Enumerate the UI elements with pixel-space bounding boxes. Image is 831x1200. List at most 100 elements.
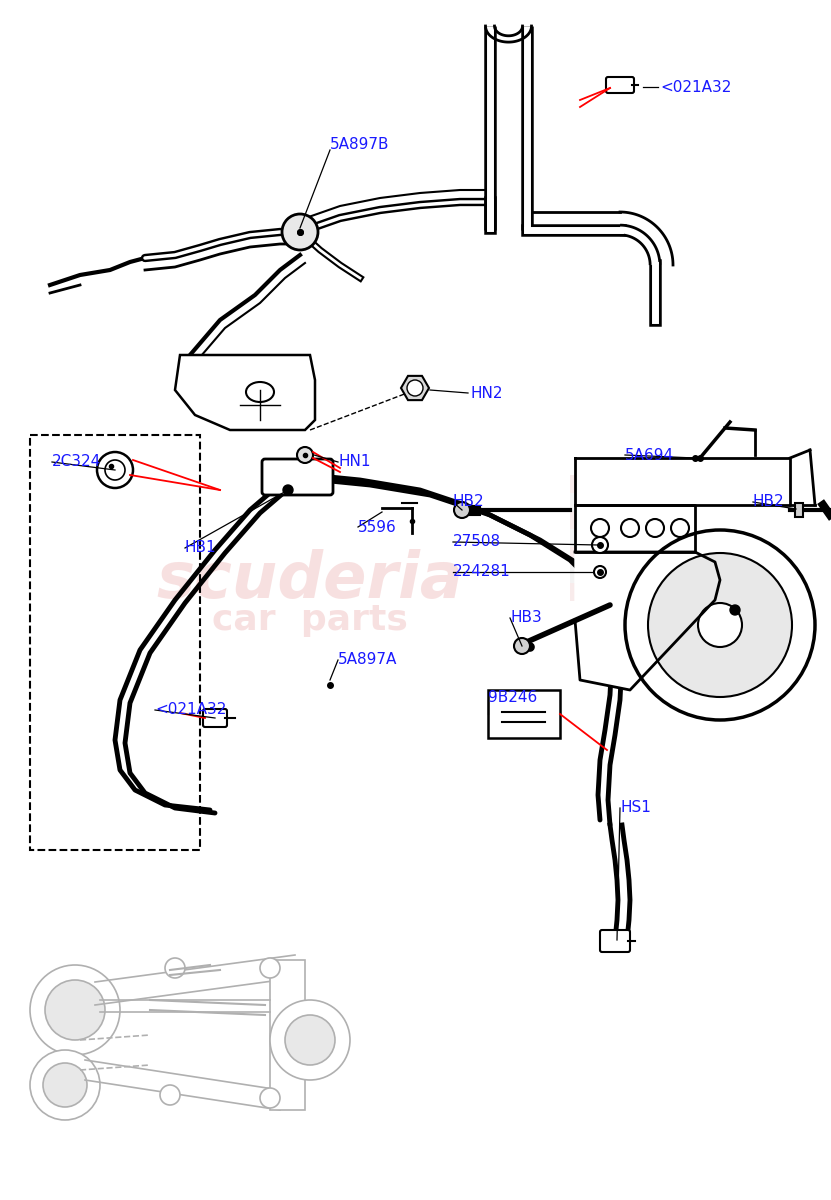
Bar	[678, 583, 696, 601]
Bar	[606, 511, 624, 529]
FancyBboxPatch shape	[600, 930, 630, 952]
Bar	[570, 529, 588, 547]
Bar	[660, 547, 678, 565]
FancyBboxPatch shape	[262, 458, 333, 494]
Circle shape	[625, 530, 815, 720]
Circle shape	[285, 1015, 335, 1066]
Bar	[624, 493, 642, 511]
Bar	[606, 583, 624, 601]
Bar	[606, 475, 624, 493]
Text: <021A32: <021A32	[660, 79, 731, 95]
Circle shape	[283, 485, 293, 494]
Circle shape	[698, 602, 742, 647]
Circle shape	[282, 214, 318, 250]
Bar	[660, 565, 678, 583]
Circle shape	[105, 460, 125, 480]
Circle shape	[260, 1088, 280, 1108]
Circle shape	[43, 1063, 87, 1106]
Circle shape	[594, 566, 606, 578]
Ellipse shape	[246, 382, 274, 402]
Circle shape	[30, 965, 120, 1055]
Bar	[624, 511, 642, 529]
Bar	[660, 529, 678, 547]
Circle shape	[30, 1050, 100, 1120]
Circle shape	[45, 980, 105, 1040]
Circle shape	[671, 518, 689, 538]
Bar	[642, 511, 660, 529]
Circle shape	[260, 958, 280, 978]
Text: scuderia: scuderia	[156, 550, 464, 611]
Bar	[570, 511, 588, 529]
Bar	[570, 583, 588, 601]
Text: HN1: HN1	[338, 455, 371, 469]
Circle shape	[165, 958, 185, 978]
Bar	[678, 547, 696, 565]
Bar	[678, 493, 696, 511]
Text: HB1: HB1	[185, 540, 217, 556]
Text: 5596: 5596	[358, 521, 396, 535]
Bar	[624, 475, 642, 493]
Bar	[660, 475, 678, 493]
Circle shape	[270, 1000, 350, 1080]
Bar	[606, 547, 624, 565]
Text: car  parts: car parts	[212, 602, 408, 637]
Text: HB2: HB2	[753, 494, 784, 510]
Circle shape	[646, 518, 664, 538]
Polygon shape	[401, 376, 429, 400]
Bar	[488, 690, 560, 738]
Circle shape	[592, 538, 608, 553]
Bar	[588, 529, 606, 547]
Circle shape	[730, 605, 740, 614]
Bar	[588, 493, 606, 511]
Bar	[678, 529, 696, 547]
Bar	[660, 511, 678, 529]
Polygon shape	[575, 552, 720, 690]
Bar	[660, 583, 678, 601]
Text: 5A897A: 5A897A	[338, 653, 397, 667]
Bar	[588, 583, 606, 601]
Circle shape	[454, 502, 470, 518]
Circle shape	[160, 1085, 180, 1105]
Bar	[660, 493, 678, 511]
Bar	[624, 529, 642, 547]
Bar	[678, 565, 696, 583]
Circle shape	[514, 638, 530, 654]
Bar	[624, 565, 642, 583]
Text: 224281: 224281	[453, 564, 511, 580]
Bar	[570, 475, 588, 493]
Bar	[642, 565, 660, 583]
Bar	[642, 547, 660, 565]
Bar	[678, 475, 696, 493]
Bar	[624, 583, 642, 601]
Text: 5A897B: 5A897B	[330, 137, 390, 152]
Text: 5A694: 5A694	[625, 448, 674, 462]
Circle shape	[591, 518, 609, 538]
FancyBboxPatch shape	[606, 77, 634, 92]
Bar	[570, 547, 588, 565]
Circle shape	[621, 518, 639, 538]
Circle shape	[297, 446, 313, 463]
Polygon shape	[575, 505, 695, 552]
Bar	[642, 493, 660, 511]
Bar	[588, 475, 606, 493]
Bar	[642, 583, 660, 601]
Text: HS1: HS1	[620, 800, 651, 816]
Bar	[642, 529, 660, 547]
Circle shape	[97, 452, 133, 488]
Bar	[270, 960, 305, 1110]
Bar	[795, 503, 803, 517]
Bar	[606, 529, 624, 547]
Circle shape	[648, 553, 792, 697]
Text: <021A32: <021A32	[155, 702, 226, 718]
Polygon shape	[175, 355, 315, 430]
Polygon shape	[575, 458, 790, 505]
Text: HN2: HN2	[470, 385, 503, 401]
Text: 9B246: 9B246	[488, 690, 538, 706]
Text: HB2: HB2	[453, 494, 484, 510]
Bar	[30, 434, 200, 850]
Bar	[588, 547, 606, 565]
Bar	[678, 511, 696, 529]
Text: 27508: 27508	[453, 534, 501, 550]
Bar	[570, 565, 588, 583]
Circle shape	[407, 380, 423, 396]
